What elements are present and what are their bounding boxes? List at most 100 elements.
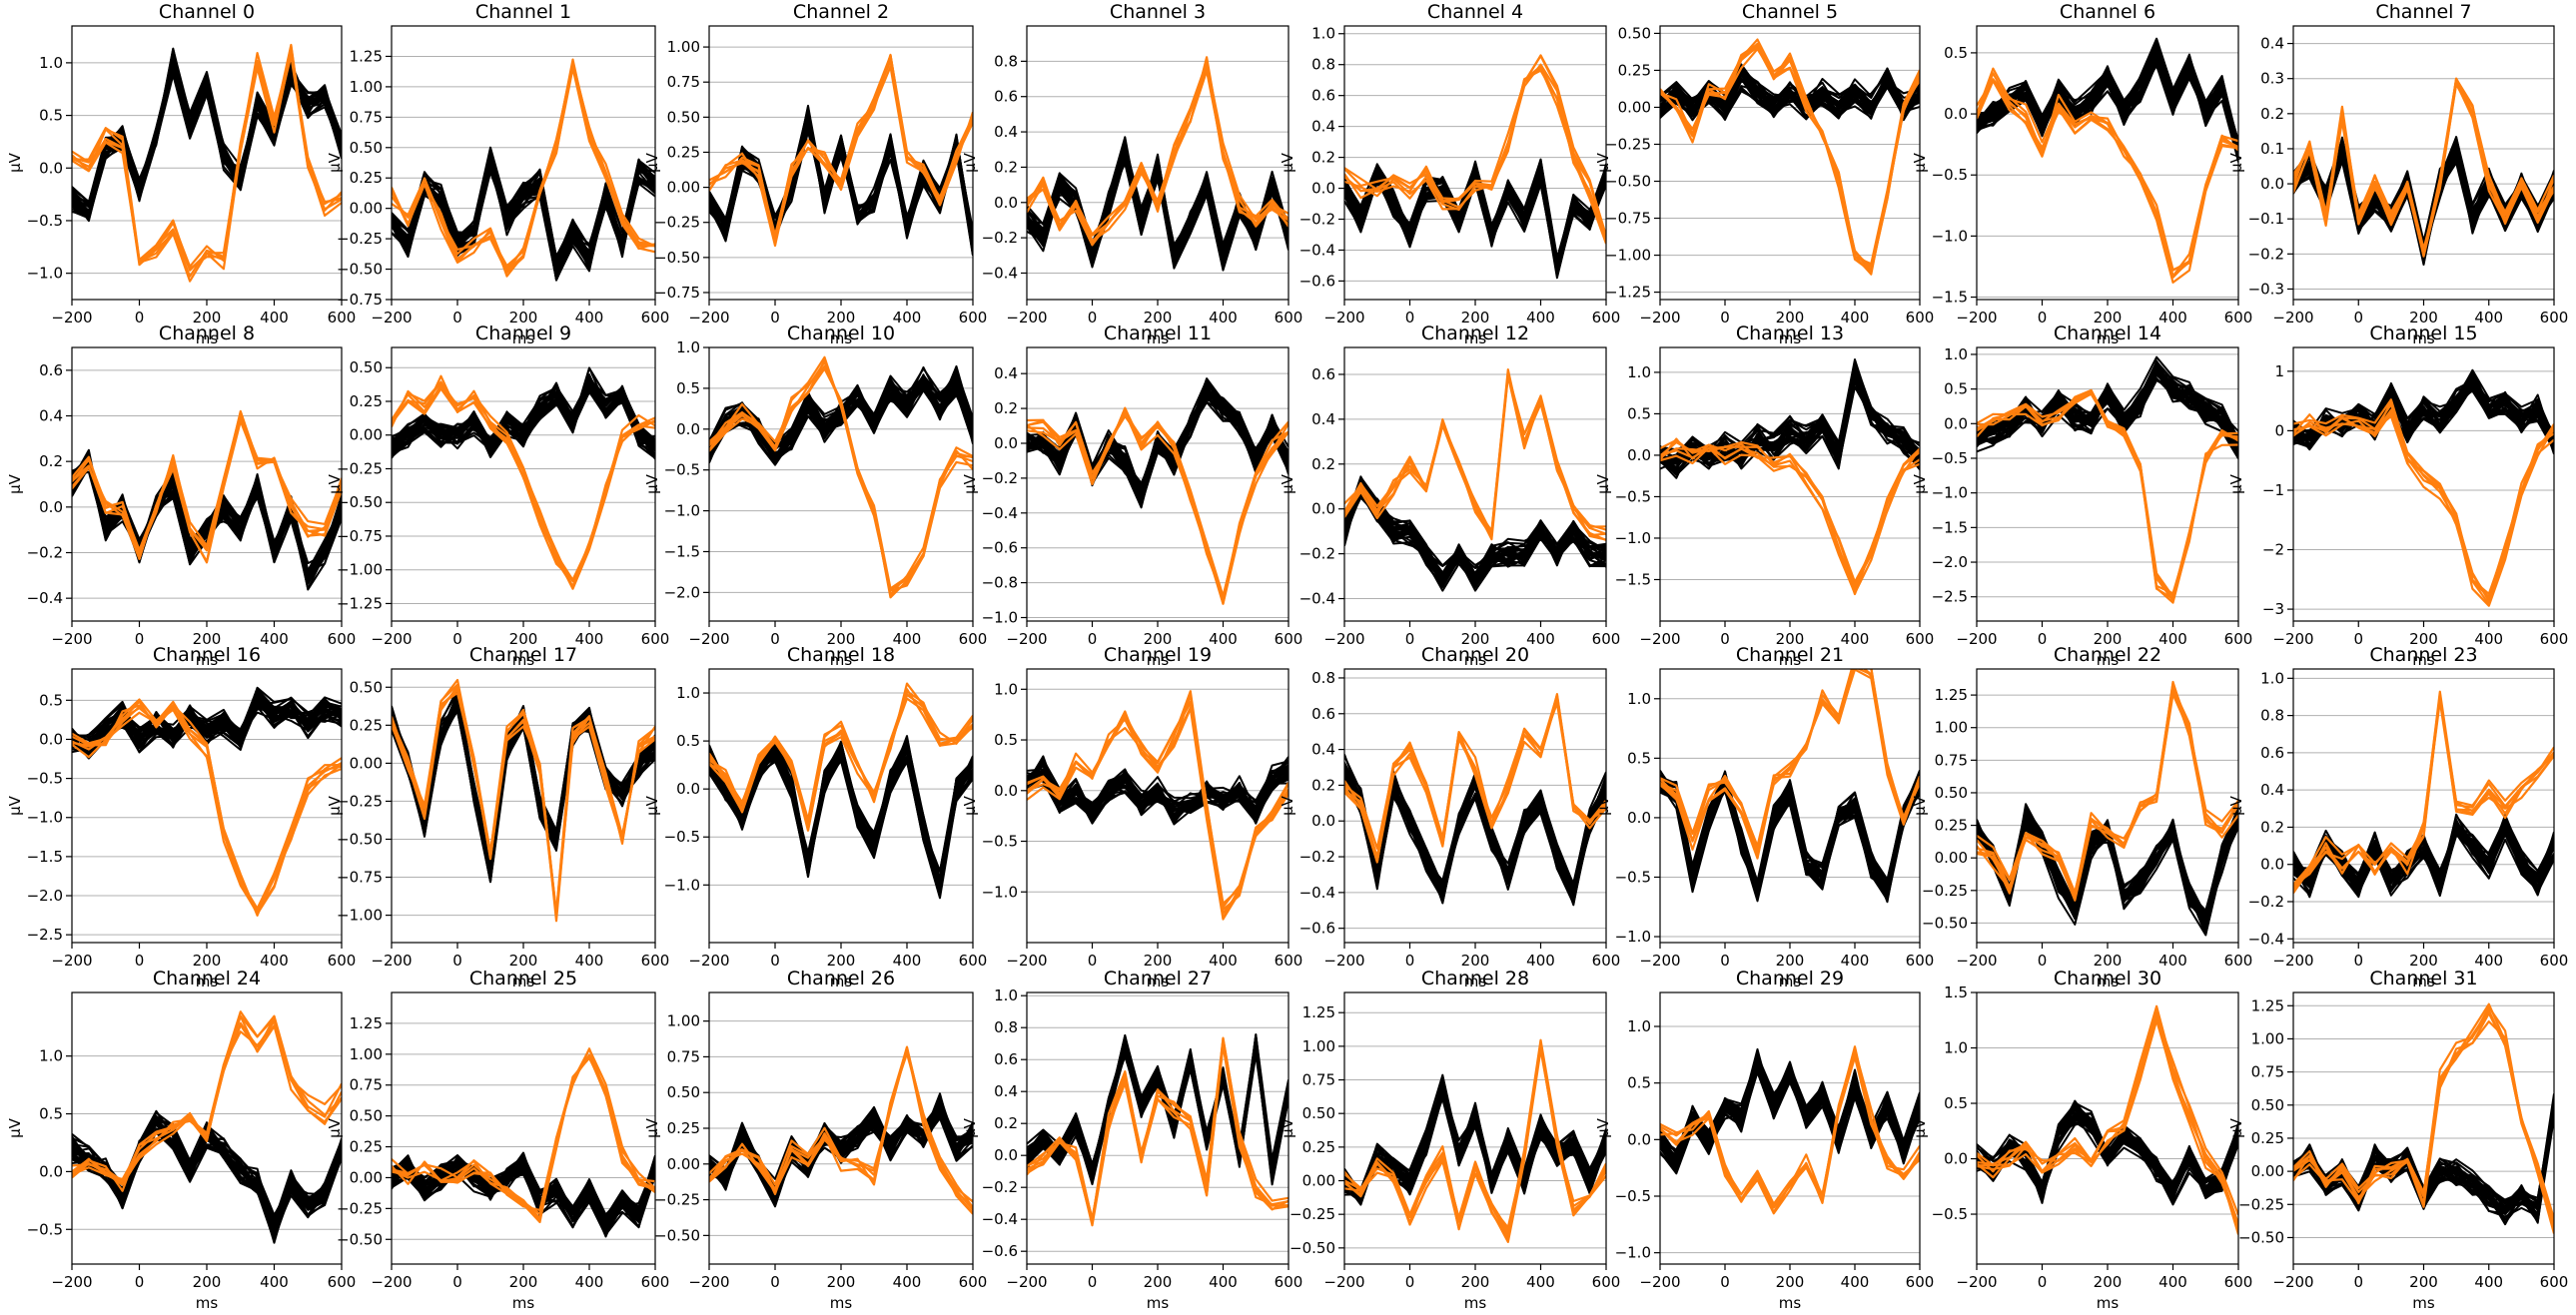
traces [2293, 368, 2554, 607]
ytick-label: −1.00 [337, 561, 383, 579]
panel-title: Channel 2 [793, 1, 889, 23]
ytick-label: 0.0 [676, 780, 700, 798]
black-trace-11 [709, 749, 973, 900]
ytick-label: 0.3 [2260, 70, 2284, 88]
panel-channel-1: −0.75 −0.50 −0.25 0.00 0.25 0.50 0.75 1.00 1.25 −… [326, 1, 669, 347]
ytick-label: 0.5 [39, 1105, 63, 1123]
xtick-label: 200 [2409, 952, 2438, 970]
orange-trace-5 [709, 693, 973, 825]
black-trace-28 [1344, 174, 1606, 280]
ytick-label: −1 [2262, 481, 2284, 499]
axes-frame [391, 346, 656, 622]
ytick-label: −0.8 [982, 574, 1018, 592]
traces [72, 1010, 342, 1244]
ytick-label: −0.25 [654, 214, 700, 232]
orange-trace-5 [2293, 81, 2554, 253]
ytick-label: −3 [2262, 600, 2284, 618]
xaxis-label: ms [1464, 329, 1487, 347]
ytick-label: −1.5 [1932, 518, 1968, 536]
xtick-label: 0 [1088, 952, 1098, 970]
ytick-label: −0.3 [2248, 280, 2284, 298]
ytick-label: 0.2 [1311, 776, 1335, 794]
ytick-label: 0.5 [1944, 44, 1968, 62]
xtick-label: −200 [51, 309, 92, 327]
ytick-label: 0.75 [667, 73, 700, 91]
black-trace-29 [392, 1163, 655, 1232]
ytick-label: −0.2 [1299, 211, 1335, 229]
ytick-label: −0.4 [1299, 884, 1335, 902]
panel-channel-9: −1.25 −1.00 −0.75 −0.50 −0.25 0.00 0.25 0.50 −20… [326, 323, 669, 669]
ytick-label: 1.00 [667, 1012, 700, 1030]
xaxis-label: ms [196, 651, 219, 669]
ytick-label: 1.0 [1311, 25, 1335, 43]
traces [2293, 690, 2554, 899]
xtick-label: 200 [2409, 1273, 2438, 1291]
orange-trace-5 [392, 687, 655, 915]
panel-title: Channel 20 [1421, 644, 1529, 666]
ytick-label: 0.5 [1944, 1094, 1968, 1112]
xtick-label: 400 [1526, 309, 1555, 327]
xtick-label: 400 [1841, 1273, 1870, 1291]
ytick-label: 0.2 [2260, 818, 2284, 836]
xtick-label: 400 [260, 1273, 289, 1291]
xaxis-label: ms [512, 329, 535, 347]
xtick-label: −200 [1639, 1273, 1680, 1291]
black-trace-29 [709, 118, 973, 236]
ytick-label: −0.50 [1605, 173, 1651, 191]
xtick-label: 600 [1275, 952, 1303, 970]
orange-trace-5 [1027, 1044, 1288, 1222]
ytick-label: 0.0 [2260, 856, 2284, 874]
traces [709, 53, 973, 257]
xtick-label: 200 [193, 309, 222, 327]
xtick-label: 400 [575, 630, 604, 648]
xtick-label: 200 [1776, 1273, 1805, 1291]
ytick-label: −0.2 [1299, 848, 1335, 866]
xtick-label: 600 [1275, 1273, 1303, 1291]
xtick-label: −200 [1639, 309, 1680, 327]
ytick-label: 0.2 [994, 399, 1018, 417]
ytick-label: 0.0 [1627, 1130, 1651, 1148]
panel-channel-4: −0.6 −0.4 −0.2 0.0 0.2 0.4 0.6 0.8 1.0 −200 0 200 40… [1279, 1, 1620, 347]
orange-trace-5 [1027, 61, 1288, 237]
ytick-label: 1.00 [1302, 1037, 1335, 1055]
panel-title: Channel 18 [787, 644, 895, 666]
orange-trace-5 [1344, 374, 1606, 542]
black-trace-28 [72, 461, 342, 582]
panel-title: Channel 27 [1104, 968, 1212, 989]
xtick-label: 400 [575, 1273, 604, 1291]
xaxis-label: ms [830, 1294, 853, 1312]
xtick-label: 200 [1144, 309, 1173, 327]
xaxis-label: ms [2097, 651, 2120, 669]
black-trace-29 [1344, 166, 1606, 260]
yaxis-label: μV [2227, 795, 2245, 816]
ytick-label: 0.4 [994, 123, 1018, 141]
xtick-label: 600 [328, 952, 357, 970]
xtick-label: −200 [1006, 309, 1047, 327]
orange-trace-5 [1977, 72, 2238, 278]
xaxis-label: ms [1779, 973, 1802, 990]
yaxis-label: μV [1279, 473, 1296, 494]
ytick-label: −1.0 [1932, 227, 1968, 245]
traces [1977, 680, 2238, 937]
ytick-label: 0.8 [1311, 56, 1335, 74]
ytick-label: −0.6 [1299, 920, 1335, 938]
orange-trace-5 [392, 64, 655, 274]
ytick-label: 1.25 [350, 47, 383, 65]
ytick-label: 1.0 [676, 338, 700, 356]
xaxis-label: ms [830, 973, 853, 990]
axes-frame [2292, 346, 2555, 622]
orange-trace-4 [1977, 1018, 2238, 1227]
ytick-label: −0.50 [654, 1226, 700, 1244]
yaxis-label: μV [1279, 152, 1296, 173]
ytick-label: −0.75 [337, 869, 383, 887]
xtick-label: 0 [2038, 630, 2048, 648]
orange-trace-0 [392, 386, 655, 590]
xtick-label: 200 [509, 309, 538, 327]
black-trace-28 [1977, 379, 2238, 443]
ytick-label: 0.6 [1311, 365, 1335, 383]
panel-channel-5: −1.25 −1.00 −0.75 −0.50 −0.25 0.00 0.25 0.50 −20… [1594, 1, 1934, 347]
ytick-label: −0.50 [337, 493, 383, 511]
ytick-label: −0.25 [1922, 882, 1968, 900]
ytick-label: −1.25 [1605, 284, 1651, 302]
ytick-label: −2.5 [27, 926, 63, 944]
